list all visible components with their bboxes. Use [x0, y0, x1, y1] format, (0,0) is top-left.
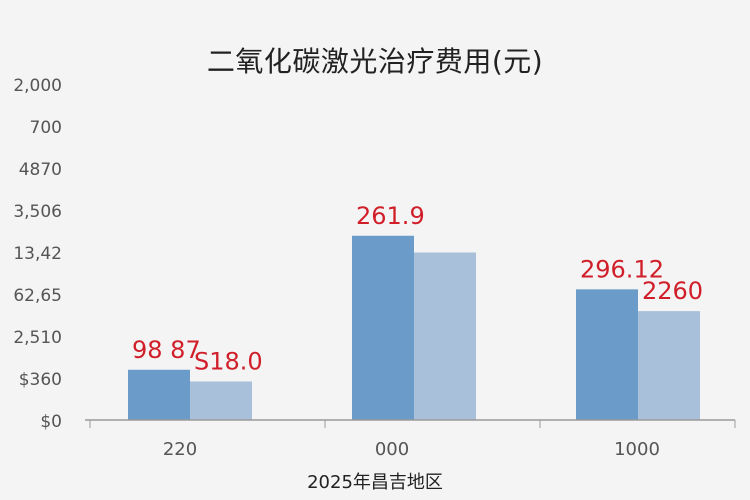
bar-value-label: 98 87: [132, 336, 201, 364]
bar-value-label: S18.0: [194, 347, 263, 375]
x-axis-ticks: 220 000 1000: [89, 420, 736, 460]
y-tick-label: 2,510: [13, 328, 62, 348]
bar-1-0: [352, 235, 414, 420]
x-tick-label: 1000: [614, 439, 660, 460]
y-tick-label: 62,65: [13, 286, 62, 306]
y-tick-label: 13,42: [13, 244, 62, 264]
bar-0-1: [190, 381, 252, 420]
y-tick-label: 4870: [19, 160, 62, 180]
chart-bars: [128, 235, 700, 420]
bar-value-label: 261.9: [356, 202, 425, 230]
x-axis-title: 2025年昌吉地区: [307, 472, 443, 493]
bar-2-0: [576, 289, 638, 420]
bar-0-0: [128, 369, 190, 420]
chart-title: 二氧化碳激光治疗费用(元): [206, 45, 544, 78]
y-tick-label: $0: [40, 412, 62, 432]
bar-value-label: 296.12: [580, 255, 664, 283]
y-tick-label: 3,506: [13, 202, 62, 222]
bar-2-1: [638, 311, 700, 420]
y-tick-label: $360: [19, 370, 62, 390]
bar-value-label: 2260: [642, 277, 703, 305]
bar-1-1: [414, 252, 476, 420]
y-tick-label: 700: [30, 118, 62, 138]
x-tick-label: 000: [375, 439, 409, 460]
y-axis-ticks: 2,000 700 4870 3,506 13,42 62,65 2,510 $360 $0: [13, 76, 62, 432]
y-tick-label: 2,000: [13, 76, 62, 96]
x-tick-label: 220: [163, 439, 197, 460]
